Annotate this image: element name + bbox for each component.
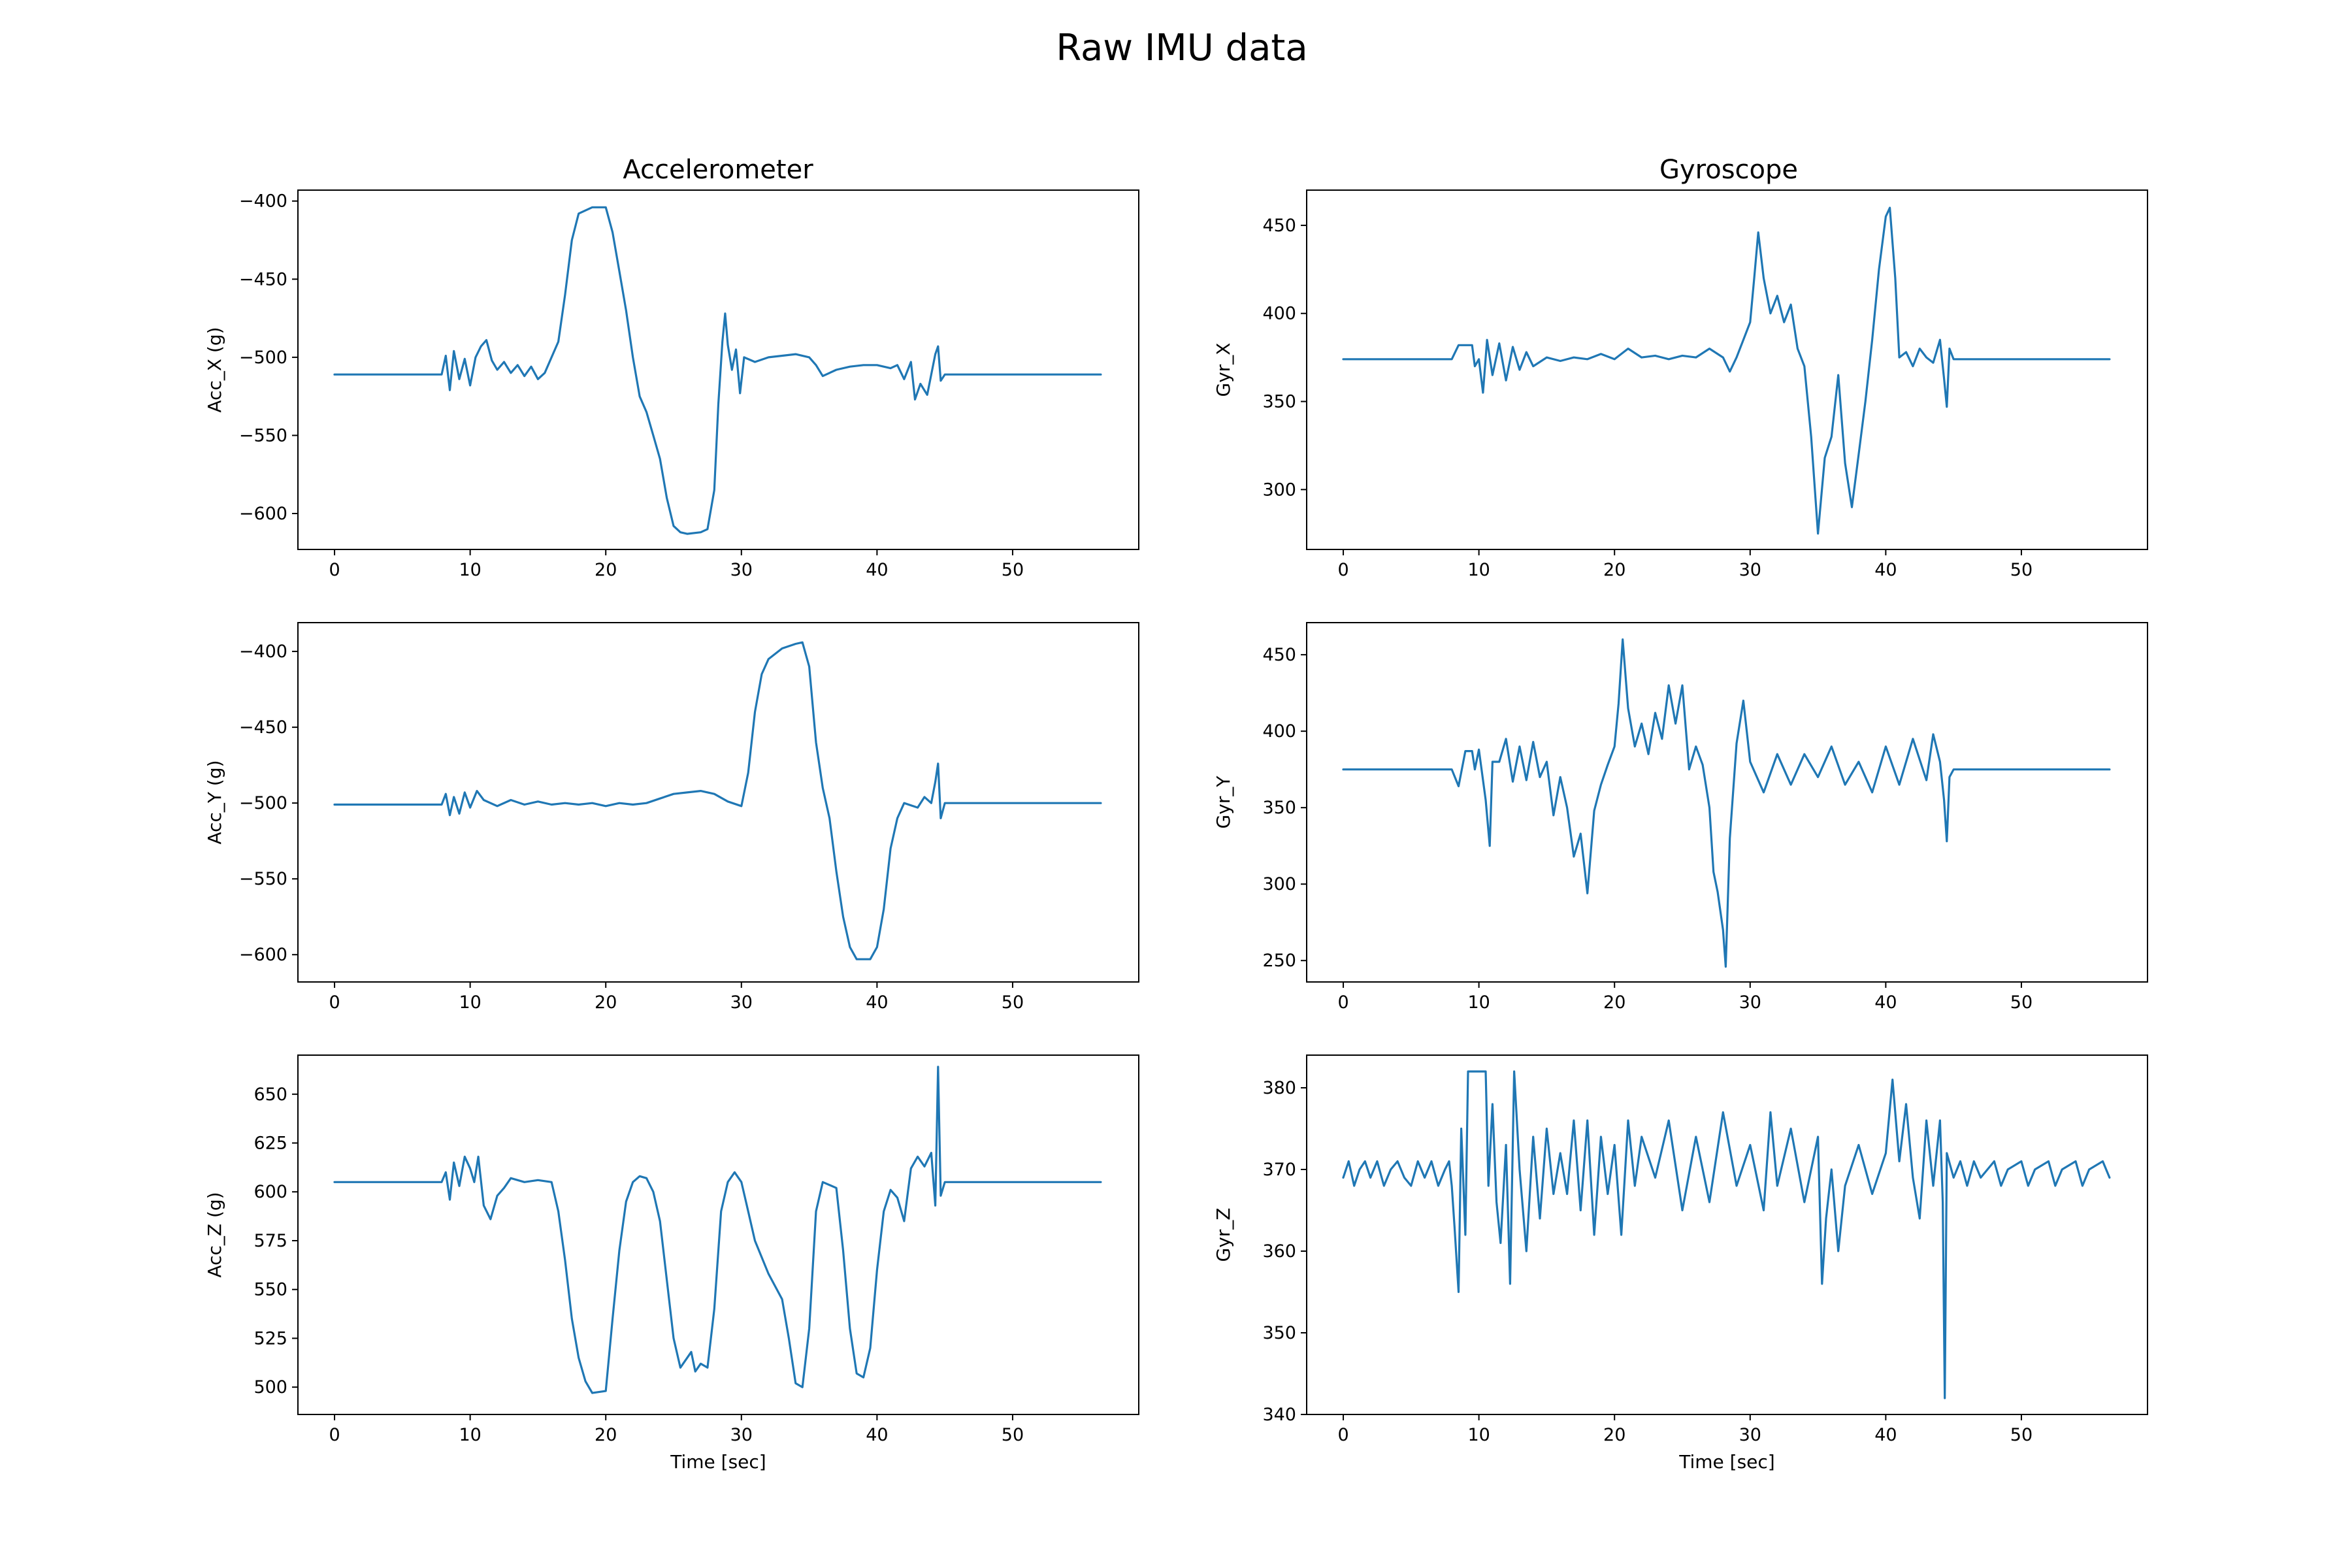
gyr-y-y-tick-label: 450	[1262, 645, 1296, 665]
gyr-y-axes-frame	[1306, 622, 2148, 983]
gyr-x-y-tick-label: 400	[1262, 304, 1296, 324]
acc-y-x-tick-label: 50	[1002, 992, 1024, 1013]
acc-z-y-axis-label: Acc_Z (g)	[204, 1192, 225, 1277]
acc-z-x-tick-label: 30	[730, 1425, 753, 1445]
gyr-y-x-tick-label: 20	[1603, 992, 1625, 1013]
gyr-y-y-axis-label: Gyr_Y	[1213, 776, 1234, 829]
gyr-y-x-tick-label: 10	[1467, 992, 1490, 1013]
acc-z-axes-frame	[297, 1054, 1139, 1415]
gyr-x-y-tick-label: 350	[1262, 392, 1296, 412]
acc-y-x-tick-label: 40	[866, 992, 888, 1013]
acc-y-y-axis-label: Acc_Y (g)	[204, 760, 225, 844]
acc-z-y-tick-label: 525	[253, 1328, 287, 1348]
acc-y-axes-frame	[297, 622, 1139, 983]
acc-y-x-tick-label: 30	[730, 992, 753, 1013]
acc-x-x-tick-label: 50	[1002, 560, 1024, 580]
gyr-y-x-tick-label: 40	[1874, 992, 1897, 1013]
gyr-x-x-tick-label: 10	[1467, 560, 1490, 580]
gyr-z-x-axis-label: Time [sec]	[1678, 1451, 1774, 1473]
acc-z-y-tick-label: 625	[253, 1134, 287, 1154]
accelerometer-column-title: Accelerometer	[623, 155, 813, 185]
gyr-z-x-tick-label: 50	[2010, 1425, 2033, 1445]
acc-z-x-tick-label: 10	[459, 1425, 481, 1445]
gyr-x-x-tick-label: 30	[1739, 560, 1761, 580]
gyr-x-axes-frame	[1306, 189, 2148, 550]
gyr-y-y-tick-label: 250	[1262, 951, 1296, 971]
gyr-y-x-tick-label: 0	[1337, 992, 1348, 1013]
acc-z-y-tick-label: 500	[253, 1377, 287, 1397]
gyr-z-y-tick-label: 370	[1262, 1160, 1296, 1180]
acc-x-y-tick-label: −550	[239, 425, 287, 446]
acc-y-y-tick-label: −550	[239, 869, 287, 889]
gyr-y-x-tick-label: 50	[2010, 992, 2033, 1013]
gyr-y-y-tick-label: 400	[1262, 721, 1296, 742]
gyr-z-axes-frame	[1306, 1054, 2148, 1415]
gyr-y-series-line	[1342, 638, 2111, 968]
gyr-z-y-tick-label: 360	[1262, 1241, 1296, 1262]
acc-y-x-tick-label: 0	[329, 992, 340, 1013]
acc-x-y-tick-label: −500	[239, 348, 287, 368]
gyr-x-panel: 0 10 20 30 40 50 300 350 400 450 Gyr_X	[1213, 189, 2148, 580]
acc-x-y-tick-label: −450	[239, 269, 287, 289]
acc-x-series-line	[333, 206, 1102, 535]
gyr-z-x-tick-label: 0	[1337, 1425, 1348, 1445]
acc-z-panel: 0 10 20 30 40 50 500 525 550 575 600 625 650 Acc_Z (g…	[204, 1054, 1139, 1473]
acc-z-x-tick-label: 20	[595, 1425, 617, 1445]
gyr-x-y-axis-label: Gyr_X	[1213, 343, 1234, 397]
gyr-x-y-tick-label: 300	[1262, 480, 1296, 500]
gyr-z-x-tick-label: 40	[1874, 1425, 1897, 1445]
gyr-z-x-tick-label: 30	[1739, 1425, 1761, 1445]
gyr-y-x-tick-label: 30	[1739, 992, 1761, 1013]
gyr-z-x-tick-label: 20	[1603, 1425, 1625, 1445]
acc-y-y-tick-label: −600	[239, 945, 287, 965]
gyr-x-x-tick-label: 0	[1337, 560, 1348, 580]
gyr-x-x-tick-label: 20	[1603, 560, 1625, 580]
acc-y-y-tick-label: −400	[239, 642, 287, 662]
gyr-z-y-tick-label: 350	[1262, 1323, 1296, 1343]
acc-x-x-tick-label: 40	[866, 560, 888, 580]
gyr-z-y-tick-label: 380	[1262, 1078, 1296, 1098]
acc-x-x-tick-label: 10	[459, 560, 481, 580]
gyr-y-y-tick-label: 350	[1262, 798, 1296, 818]
acc-y-y-tick-label: −500	[239, 793, 287, 813]
acc-y-panel: 0 10 20 30 40 50 −400 −450 −500 −550 −600 Acc_Y (g)	[204, 622, 1139, 1013]
acc-x-y-tick-label: −400	[239, 191, 287, 212]
acc-y-x-tick-label: 10	[459, 992, 481, 1013]
gyroscope-column-title: Gyroscope	[1659, 155, 1798, 185]
gyr-x-x-tick-label: 50	[2010, 560, 2033, 580]
acc-y-series-line	[333, 641, 1102, 960]
gyr-z-x-tick-label: 10	[1467, 1425, 1490, 1445]
gyr-z-panel: 0 10 20 30 40 50 340 350 360 370 380 Gyr_Z Time [sec…	[1213, 1054, 2148, 1473]
acc-z-series-line	[333, 1066, 1102, 1394]
acc-x-axes-frame	[297, 189, 1139, 550]
acc-z-y-tick-label: 550	[253, 1280, 287, 1300]
gyr-x-x-tick-label: 40	[1874, 560, 1897, 580]
acc-z-y-tick-label: 650	[253, 1085, 287, 1105]
acc-z-x-tick-label: 0	[329, 1425, 340, 1445]
gyr-x-y-tick-label: 450	[1262, 216, 1296, 236]
acc-y-x-tick-label: 20	[595, 992, 617, 1013]
acc-x-panel: 0 10 20 30 40 50 −400 −450 −500 −550 −600 Acc_X (g)	[204, 189, 1139, 580]
acc-z-y-tick-label: 575	[253, 1231, 287, 1251]
acc-x-y-tick-label: −600	[239, 504, 287, 524]
acc-z-x-tick-label: 50	[1002, 1425, 1024, 1445]
acc-x-y-axis-label: Acc_X (g)	[204, 327, 225, 412]
subplot-grid: 0 10 20 30 40 50 −400 −450 −500 −550 −600 Acc_X (g)…	[204, 189, 2148, 1473]
gyr-z-y-axis-label: Gyr_Z	[1213, 1208, 1234, 1262]
acc-x-x-tick-label: 30	[730, 560, 753, 580]
acc-z-x-axis-label: Time [sec]	[670, 1451, 766, 1473]
acc-z-y-tick-label: 600	[253, 1182, 287, 1202]
figure-title: Raw IMU data	[1056, 27, 1307, 69]
acc-z-x-tick-label: 40	[866, 1425, 888, 1445]
gyr-y-panel: 0 10 20 30 40 50 250 300 350 400 450 Gyr_Y	[1213, 622, 2148, 1013]
gyr-y-y-tick-label: 300	[1262, 874, 1296, 894]
gyr-z-series-line	[1342, 1070, 2111, 1399]
acc-x-x-tick-label: 0	[329, 560, 340, 580]
acc-y-y-tick-label: −450	[239, 717, 287, 738]
acc-x-x-tick-label: 20	[595, 560, 617, 580]
gyr-x-series-line	[1342, 206, 2111, 535]
gyr-z-y-tick-label: 340	[1262, 1405, 1296, 1425]
